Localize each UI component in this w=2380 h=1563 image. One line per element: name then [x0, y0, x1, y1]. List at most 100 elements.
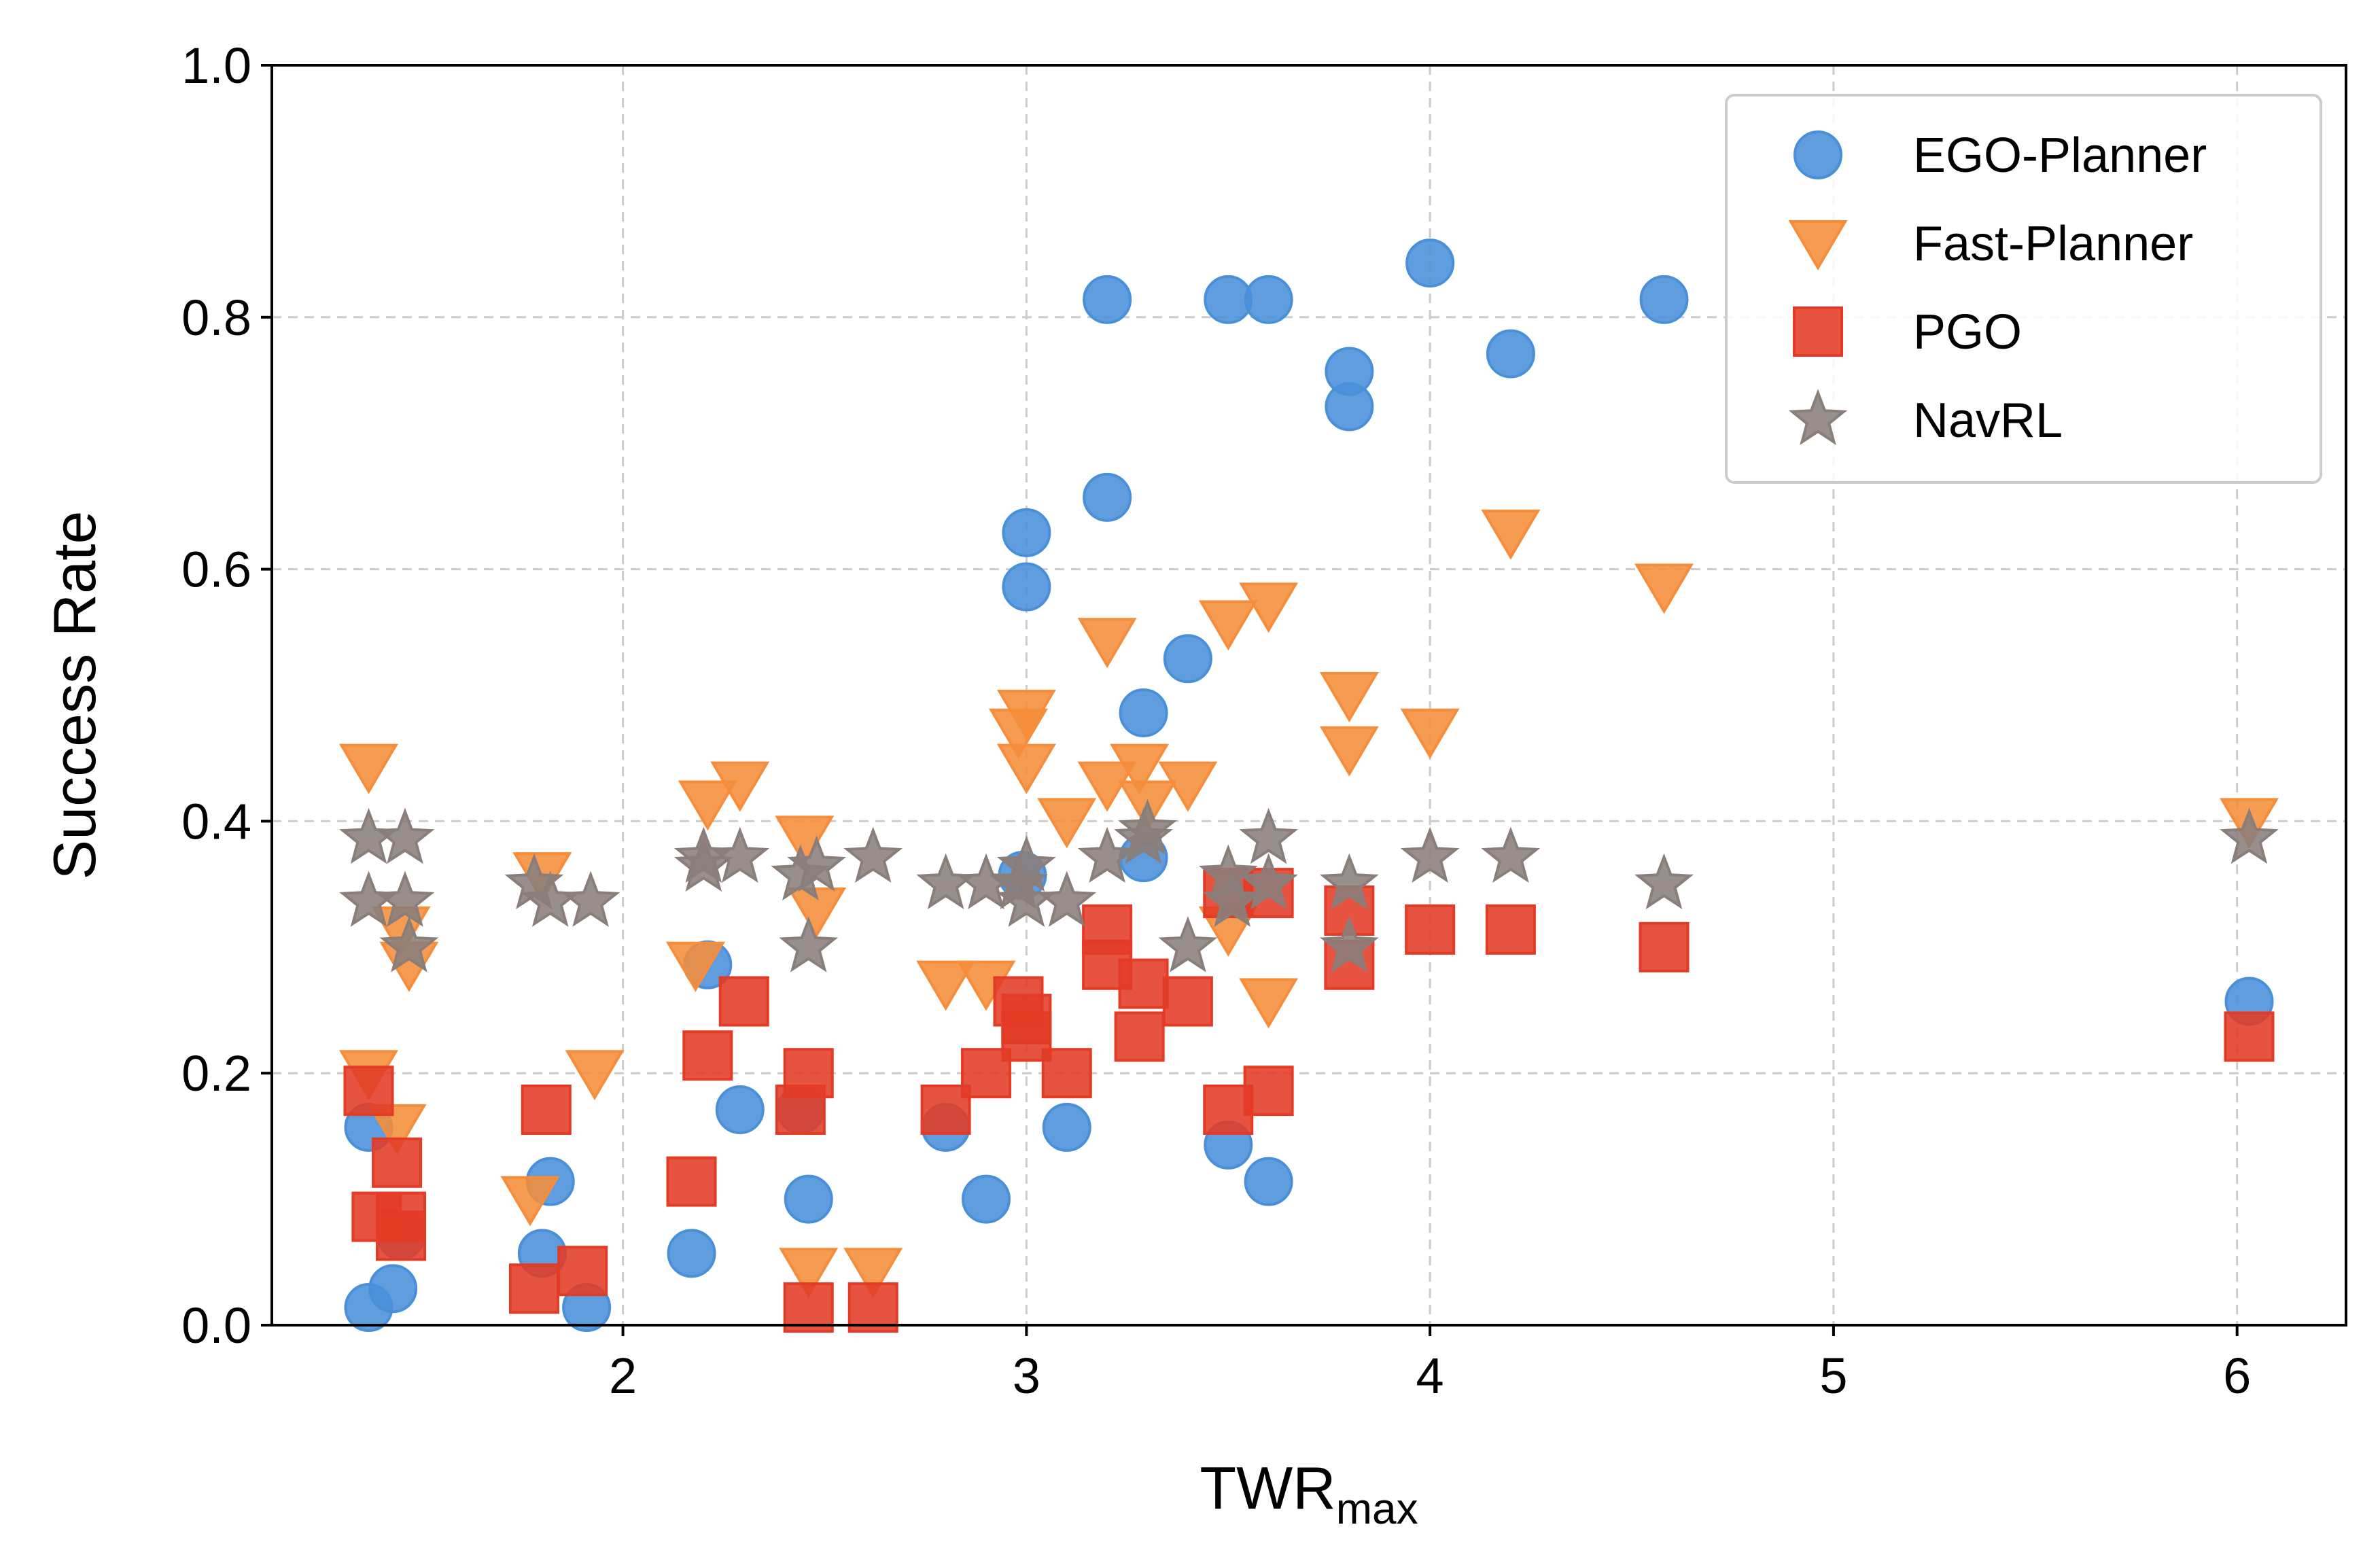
data-point [1239, 807, 1299, 864]
data-point [1083, 275, 1132, 324]
data-point [1037, 798, 1097, 849]
data-point [367, 1104, 427, 1155]
y-tick-label: 1.0 [181, 37, 251, 94]
data-point [379, 916, 439, 972]
plot-frame [270, 64, 2347, 1327]
series-fast-planner [339, 509, 2279, 1299]
x-tick-label: 3 [1013, 1348, 1040, 1404]
data-point [1119, 688, 1168, 737]
data-point [1325, 347, 1374, 396]
data-point [1158, 916, 1218, 972]
y-tick-label: 0.0 [181, 1297, 251, 1354]
grid [272, 65, 2346, 1325]
data-point [1243, 1066, 1294, 1117]
legend-box [1725, 94, 2322, 484]
data-point [1634, 563, 1694, 614]
data-point [1158, 761, 1218, 812]
data-point [1163, 634, 1212, 684]
data-point [1202, 871, 1262, 927]
data-point [376, 1210, 427, 1261]
data-point [779, 1248, 839, 1299]
data-point [1042, 1102, 1091, 1152]
data-point [339, 743, 399, 794]
data-point [784, 1174, 833, 1224]
data-point [1319, 726, 1379, 777]
data-point [787, 835, 846, 892]
y-tick-label: 0.4 [181, 793, 251, 849]
series-navrl [339, 798, 2279, 972]
data-point [2224, 1011, 2275, 1062]
data-point [787, 888, 847, 938]
y-axis-title: Success Rate [41, 511, 108, 880]
data-point [1481, 509, 1541, 560]
data-point [1634, 853, 1694, 910]
data-point [1110, 743, 1170, 794]
data-point [667, 1229, 716, 1278]
data-point [1244, 275, 1293, 324]
x-tick-label: 4 [1416, 1348, 1444, 1404]
data-point [1162, 976, 1213, 1027]
data-point [343, 1066, 394, 1117]
data-point [710, 761, 770, 812]
data-point [1400, 708, 1460, 759]
data-point [843, 1248, 903, 1299]
data-point [1114, 1011, 1165, 1062]
x-axis-title: TWRmax [1200, 1454, 1418, 1533]
data-point [1485, 904, 1536, 955]
legend-marker [1788, 389, 1848, 445]
data-point [368, 1264, 418, 1314]
data-point [916, 960, 976, 1011]
data-point [500, 1176, 560, 1227]
data-point [375, 807, 435, 864]
data-point [557, 1246, 608, 1297]
data-point [1319, 916, 1379, 972]
data-point [1481, 826, 1541, 883]
data-point [710, 826, 770, 883]
y-tick-label: 0.6 [181, 542, 251, 598]
data-point [1405, 904, 1456, 955]
legend-label: NavRL [1913, 393, 2063, 448]
data-point [565, 1050, 625, 1101]
legend-marker [1793, 130, 1842, 179]
legend-marker [1788, 220, 1848, 270]
data-point [1486, 329, 1535, 379]
legend: EGO-Planner Fast-Planner PGO NavRL [1725, 94, 2322, 484]
data-point [2220, 807, 2279, 864]
data-point [1198, 600, 1258, 651]
data-point [1002, 508, 1051, 557]
data-point [1077, 826, 1137, 883]
series-pgo [343, 868, 2275, 1333]
data-point [783, 1048, 834, 1099]
y-tick-label: 0.8 [181, 289, 251, 346]
axis-ticks: 2 3 4 5 6 0.0 0.2 0.4 0.6 0.8 1.0 [181, 37, 2251, 1404]
data-point [996, 689, 1056, 740]
x-axis-title-main: TWR [1200, 1454, 1335, 1522]
data-point [843, 826, 903, 883]
data-point [1077, 618, 1137, 669]
data-point [783, 1282, 834, 1333]
legend-marker [1793, 306, 1843, 357]
data-point [1400, 826, 1460, 883]
data-point [508, 1263, 559, 1314]
data-point [1002, 562, 1051, 612]
data-point [1083, 472, 1132, 522]
legend-label: PGO [1913, 305, 2022, 359]
x-axis-title-subscript: max [1336, 1484, 1418, 1533]
data-point [666, 1156, 717, 1207]
data-point [715, 1085, 765, 1134]
data-point [1405, 239, 1455, 288]
data-point [682, 1030, 733, 1081]
data-point [372, 1137, 423, 1188]
data-point [1239, 978, 1299, 1029]
data-points [339, 239, 2279, 1333]
data-point [920, 1084, 971, 1135]
data-point [1037, 871, 1097, 927]
data-point [1077, 761, 1137, 812]
data-point [961, 1174, 1011, 1224]
legend-label: EGO-Planner [1913, 128, 2207, 183]
data-point [847, 1282, 898, 1333]
data-point [678, 780, 737, 831]
data-point [779, 916, 839, 972]
data-point [718, 976, 769, 1027]
